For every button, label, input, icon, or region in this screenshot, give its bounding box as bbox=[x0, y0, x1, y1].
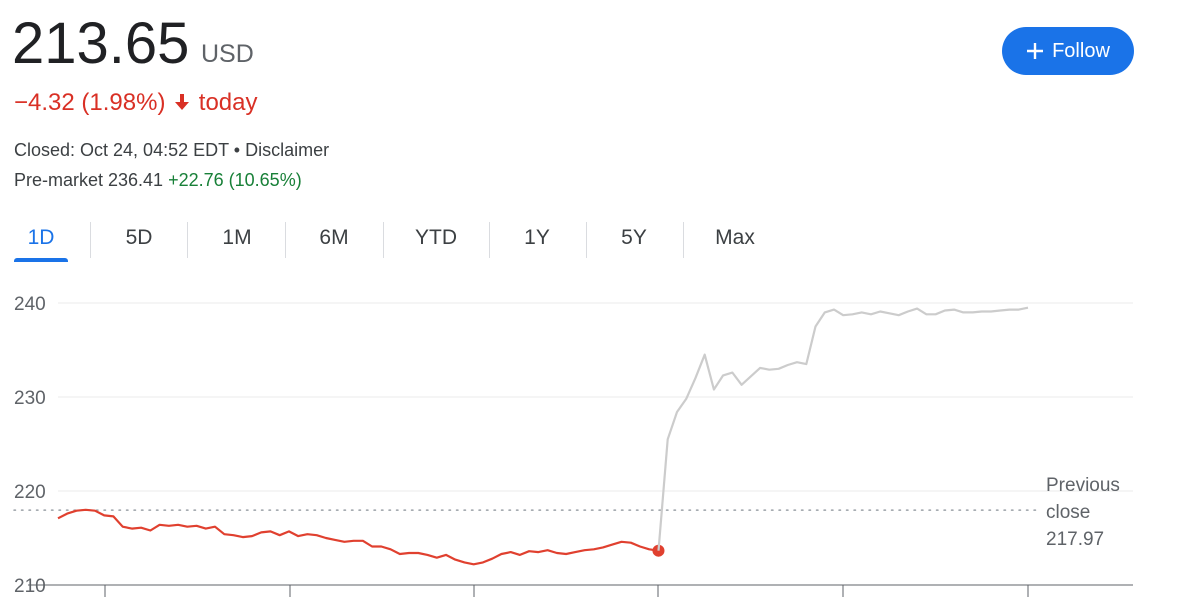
follow-label: Follow bbox=[1052, 39, 1110, 62]
disclaimer-link[interactable]: Disclaimer bbox=[245, 140, 330, 160]
plus-icon bbox=[1027, 43, 1044, 59]
tab-separator bbox=[285, 222, 286, 258]
tab-separator bbox=[90, 222, 91, 258]
tab-separator bbox=[187, 222, 188, 258]
y-tick-label: 210 bbox=[14, 576, 46, 597]
x-axis-ticks bbox=[104, 585, 1029, 597]
price-line bbox=[57, 508, 659, 566]
active-tab-underline bbox=[14, 258, 68, 262]
status: Closed: Oct 24, 04:52 EDT bbox=[14, 140, 229, 160]
range-tab[interactable]: 5D bbox=[125, 226, 153, 249]
premarket-change: +22.76 (10.65%) bbox=[168, 170, 302, 190]
change: −4.32 (1.98%) today bbox=[14, 89, 258, 117]
status-line: Closed: Oct 24, 04:52 EDT • Disclaimer bbox=[14, 140, 330, 160]
tab-separator bbox=[586, 222, 587, 258]
range-tab[interactable]: 5Y bbox=[621, 226, 647, 249]
tab-separator bbox=[383, 222, 384, 258]
previous-close-text: Previous close bbox=[1046, 475, 1120, 523]
range-tab[interactable]: YTD bbox=[415, 226, 457, 249]
previous-close-value: 217.97 bbox=[1046, 529, 1105, 550]
range-tab[interactable]: 1D bbox=[27, 226, 55, 249]
change-value: −4.32 (1.98%) bbox=[14, 89, 166, 116]
premarket-line: Pre-market 236.41 +22.76 (10.65%) bbox=[14, 170, 302, 191]
y-tick-label: 230 bbox=[14, 388, 46, 409]
range-tab[interactable]: 6M bbox=[319, 226, 349, 249]
premarket: Pre-market 236.41 bbox=[14, 170, 164, 190]
price: 213.65 bbox=[12, 11, 190, 76]
change-period: today bbox=[198, 89, 258, 116]
last-price-dot bbox=[652, 544, 665, 557]
range-tab[interactable]: 1Y bbox=[524, 226, 550, 249]
range-tab[interactable]: 1M bbox=[222, 226, 252, 249]
previous-close-label: Previous close 217.97 bbox=[1046, 472, 1126, 553]
follow-button[interactable]: Follow bbox=[1002, 27, 1134, 75]
range-tab[interactable]: Max bbox=[715, 226, 755, 249]
tab-separator bbox=[683, 222, 684, 258]
price-line bbox=[657, 306, 1029, 551]
y-tick-label: 220 bbox=[14, 482, 46, 503]
tab-separator bbox=[489, 222, 490, 258]
currency: USD bbox=[201, 40, 254, 68]
down-arrow bbox=[175, 94, 190, 110]
y-tick-label: 240 bbox=[14, 294, 46, 315]
